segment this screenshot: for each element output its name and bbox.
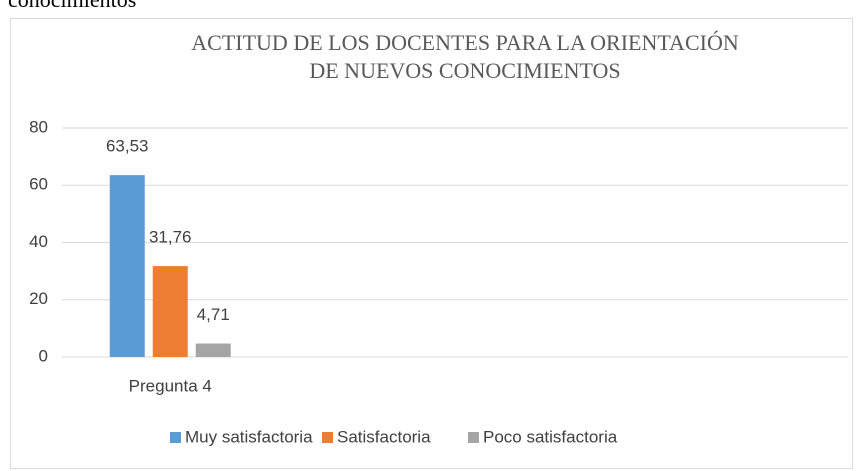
data-label: 4,71 bbox=[197, 305, 230, 324]
y-tick-label: 20 bbox=[29, 289, 48, 308]
bar bbox=[152, 266, 188, 357]
chart-title: ACTITUD DE LOS DOCENTES PARA LA ORIENTAC… bbox=[191, 30, 739, 55]
y-tick-label: 80 bbox=[29, 117, 48, 136]
legend-swatch bbox=[170, 432, 181, 443]
y-tick-label: 60 bbox=[29, 175, 48, 194]
legend-label: Muy satisfactoria bbox=[185, 427, 313, 446]
y-tick-label: 40 bbox=[29, 232, 48, 251]
legend-swatch bbox=[322, 432, 333, 443]
legend-label: Satisfactoria bbox=[337, 427, 431, 446]
data-label: 63,53 bbox=[106, 137, 149, 156]
chart-title: DE NUEVOS CONOCIMIENTOS bbox=[309, 58, 620, 83]
y-tick-label: 0 bbox=[39, 346, 48, 365]
legend-swatch bbox=[468, 432, 479, 443]
caption: conocimientos bbox=[8, 0, 136, 12]
data-label: 31,76 bbox=[149, 228, 192, 247]
bar bbox=[195, 343, 231, 357]
chart-border bbox=[10, 18, 853, 469]
legend-label: Poco satisfactoria bbox=[483, 427, 618, 446]
x-tick-label: Pregunta 4 bbox=[129, 376, 212, 395]
bar bbox=[109, 175, 145, 357]
